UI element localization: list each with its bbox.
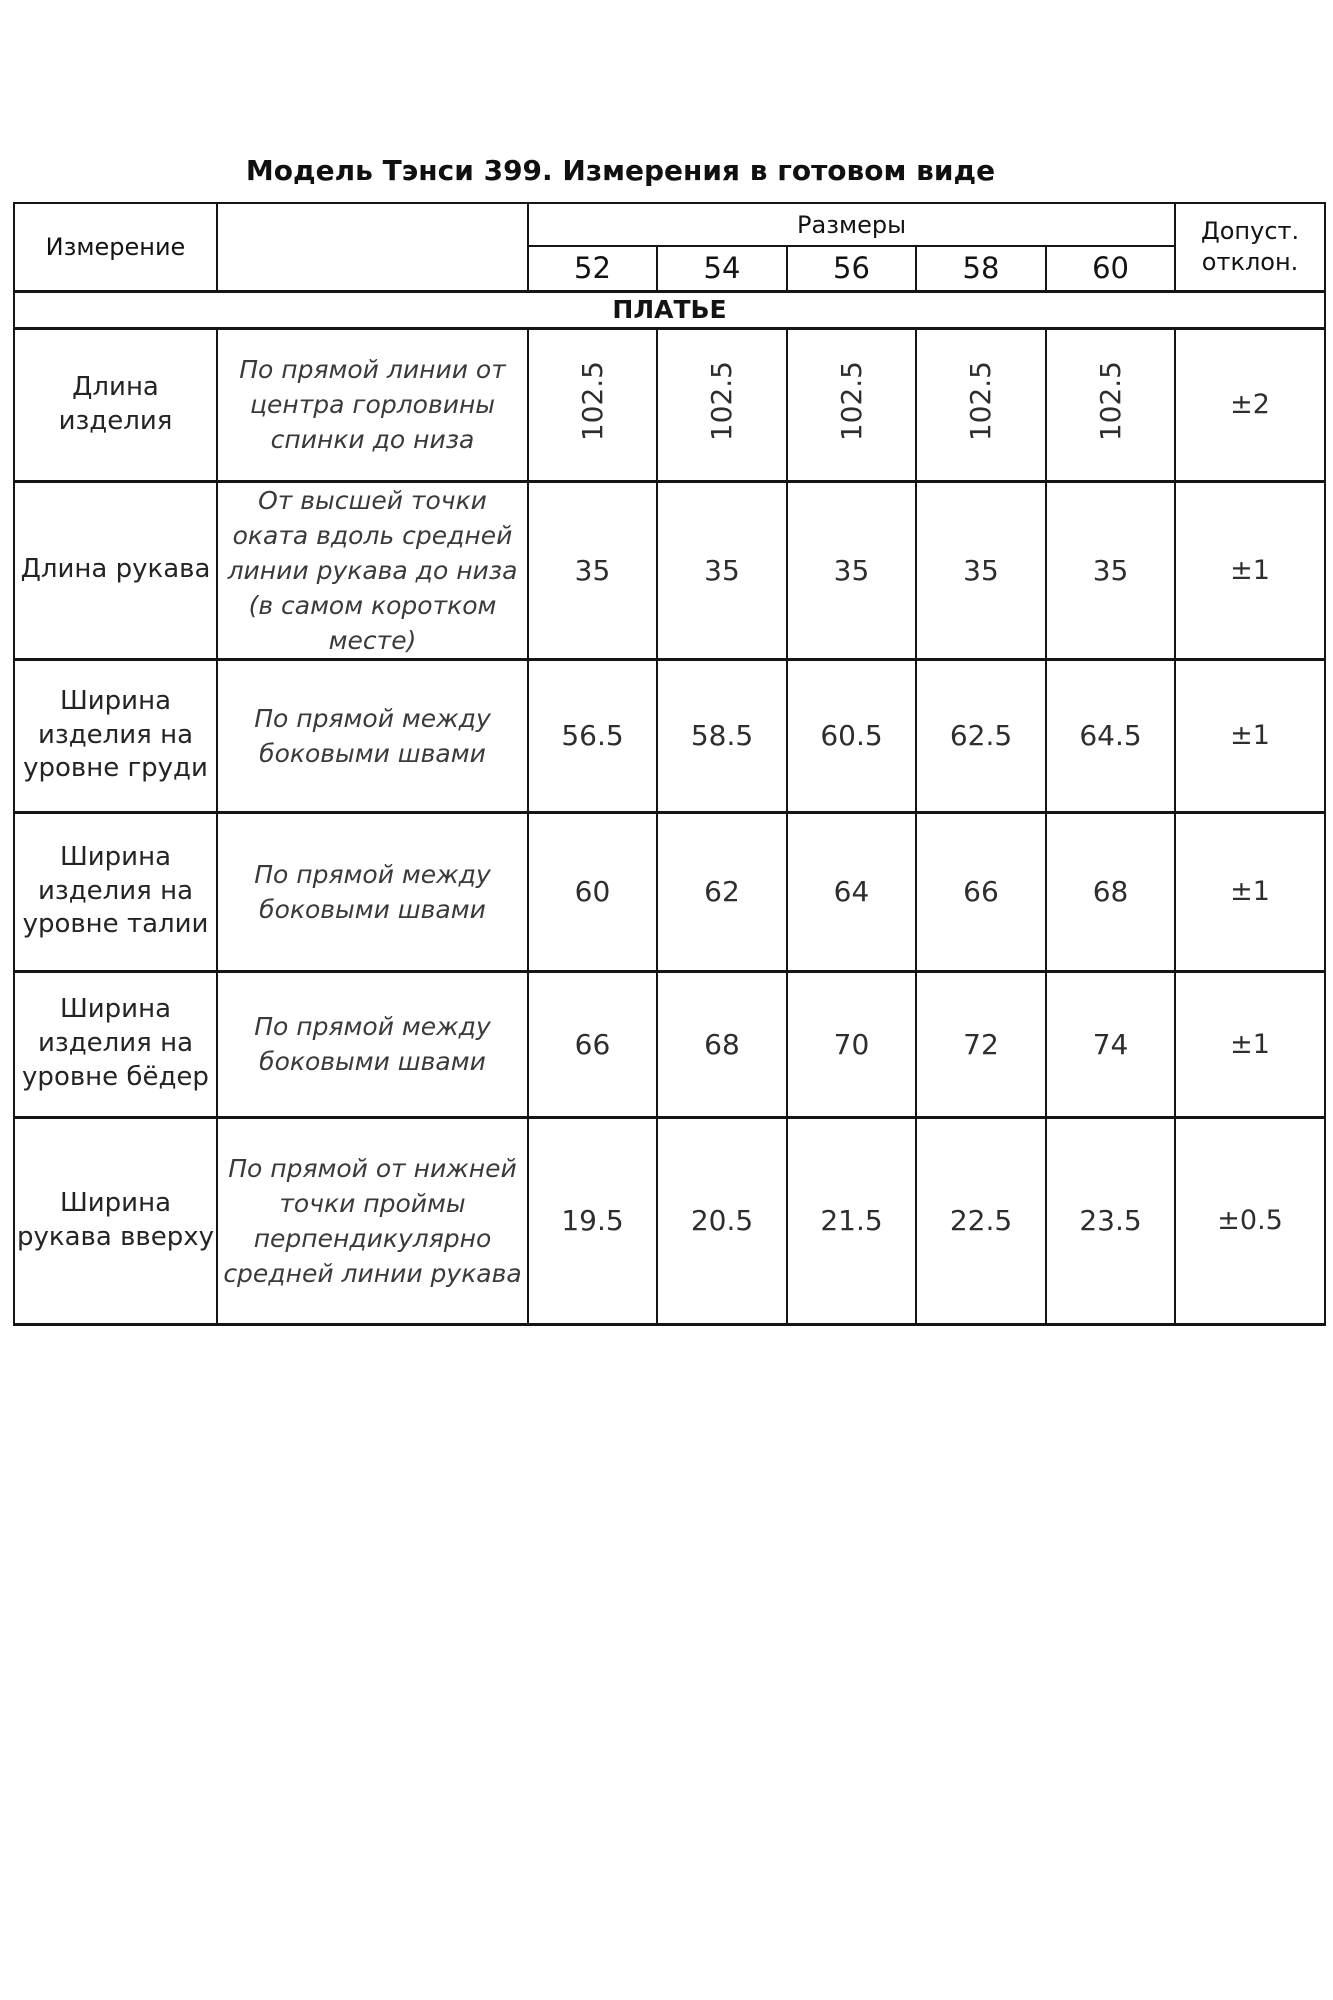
size-value-cell: 66: [915, 810, 1047, 972]
size-column-header: 52: [527, 245, 658, 292]
size-value-cell: 20.5: [656, 1115, 788, 1326]
vertical-value: 102.5: [705, 360, 738, 442]
size-value-cell: 102.5: [656, 326, 788, 482]
measurement-description-cell: По прямой от нижней точки проймы перпенд…: [216, 1115, 529, 1326]
measurement-description-cell: По прямой линии от центра горловины спин…: [216, 326, 529, 482]
size-value-cell: 102.5: [527, 326, 658, 482]
table-row: Ширина изделия на уровне груди По прямой…: [13, 657, 1327, 813]
size-value-cell: 23.5: [1044, 1115, 1177, 1326]
size-value-cell: 102.5: [1044, 326, 1177, 482]
tolerance-cell: ±2: [1174, 326, 1327, 482]
size-value-cell: 22.5: [915, 1115, 1047, 1326]
size-column-header: 54: [656, 245, 788, 292]
size-value-cell: 58.5: [656, 657, 788, 813]
size-column-header: 58: [915, 245, 1047, 292]
size-value-cell: 62: [656, 810, 788, 972]
size-value-cell: 35: [915, 479, 1047, 660]
size-value-cell: 72: [915, 969, 1047, 1118]
measurement-name-cell: Ширина изделия на уровне бёдер: [13, 969, 218, 1118]
table-row: Ширина изделия на уровне бёдер По прямой…: [13, 969, 1327, 1118]
size-column-header: 60: [1044, 245, 1177, 292]
size-value-cell: 64: [786, 810, 917, 972]
col-header-tolerance: Допуст. отклон.: [1174, 202, 1327, 292]
header-row-sizes: 52 54 56 58 60: [14, 245, 1325, 292]
size-value-cell: 70: [786, 969, 917, 1118]
size-value-cell: 35: [527, 479, 658, 660]
col-header-sizes: Размеры: [526, 202, 1177, 247]
size-value-cell: 21.5: [786, 1115, 917, 1326]
table-row: Длина рукава От высшей точки оката вдоль…: [13, 479, 1327, 660]
size-value-cell: 68: [656, 969, 788, 1118]
size-value-cell: 66: [527, 969, 658, 1118]
table-row: Ширина изделия на уровне талии По прямой…: [13, 810, 1327, 972]
measurement-name-cell: Ширина изделия на уровне талии: [13, 810, 218, 972]
vertical-value: 102.5: [834, 360, 868, 442]
tolerance-cell: ±1: [1174, 479, 1327, 660]
size-value-cell: 19.5: [527, 1115, 658, 1326]
size-value-cell: 68: [1044, 810, 1177, 972]
size-column-header: 56: [786, 245, 917, 292]
size-value-cell: 56.5: [527, 657, 658, 813]
size-value-cell: 35: [656, 479, 788, 660]
measurement-description-cell: По прямой между боковыми швами: [216, 657, 529, 813]
size-value-cell: 62.5: [915, 657, 1047, 813]
measurement-description-cell: От высшей точки оката вдоль средней лини…: [216, 479, 529, 660]
vertical-value: 102.5: [964, 360, 997, 442]
size-value-cell: 102.5: [915, 326, 1047, 482]
size-value-cell: 64.5: [1044, 657, 1177, 813]
size-value-cell: 35: [1044, 479, 1177, 660]
tolerance-cell: ±1: [1174, 810, 1327, 972]
col-header-measurement: Измерение: [13, 202, 218, 292]
section-header-dress: ПЛАТЬЕ: [12, 289, 1327, 330]
table-row: Ширина рукава вверху По прямой от нижней…: [13, 1115, 1327, 1326]
table-row: Длина изделия По прямой линии от центра …: [13, 326, 1327, 482]
size-value-cell: 102.5: [786, 326, 917, 482]
tolerance-cell: ±1: [1174, 969, 1327, 1118]
measurement-name-cell: Длина рукава: [13, 479, 218, 660]
size-value-cell: 74: [1044, 969, 1177, 1118]
tolerance-cell: ±1: [1174, 657, 1327, 813]
measurement-name-cell: Ширина изделия на уровне груди: [13, 657, 218, 813]
measurement-description-cell: По прямой между боковыми швами: [216, 969, 529, 1118]
size-value-cell: 60: [527, 810, 658, 972]
header-row-top: Измерение Размеры Допуст. отклон.: [13, 202, 1327, 292]
section-row: ПЛАТЬЕ: [12, 289, 1327, 330]
size-value-cell: 35: [786, 479, 917, 660]
size-value-cell: 60.5: [786, 657, 917, 813]
measurement-name-cell: Ширина рукава вверху: [13, 1115, 218, 1326]
measurement-description-cell: По прямой между боковыми швами: [216, 810, 529, 972]
page-title: Модель Тэнси 399. Измерения в готовом ви…: [245, 154, 996, 187]
col-header-description: [216, 202, 529, 292]
vertical-value: 102.5: [1093, 360, 1127, 442]
tolerance-cell: ±0.5: [1174, 1115, 1327, 1326]
measurement-name-cell: Длина изделия: [13, 326, 218, 482]
vertical-value: 102.5: [575, 360, 609, 442]
measurements-table: Измерение Размеры Допуст. отклон. 52 54 …: [12, 202, 1327, 1326]
